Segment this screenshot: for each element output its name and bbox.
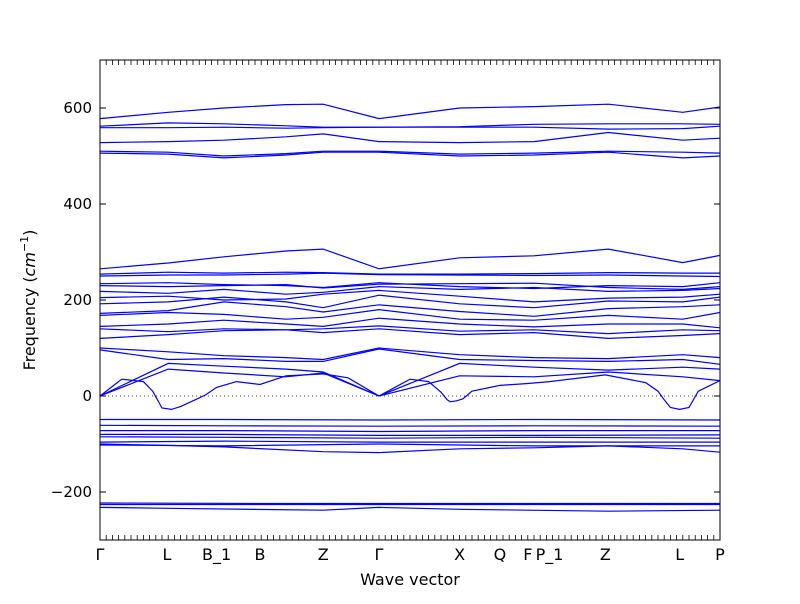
y-axis-label-main: Frequency ( bbox=[20, 276, 39, 370]
x-tick-label-0: Γ bbox=[96, 545, 105, 564]
plot-frame bbox=[99, 59, 721, 541]
x-tick-label-4: Z bbox=[318, 545, 329, 564]
band-line-3 bbox=[99, 131, 721, 144]
x-tick-label-7: Q bbox=[494, 545, 507, 564]
band-line-27 bbox=[100, 433, 721, 436]
x-tick-label-11: L bbox=[675, 545, 684, 564]
band-line-15 bbox=[99, 308, 721, 321]
x-tick-label-8: F bbox=[523, 545, 532, 564]
x-tick-label-2: B_1 bbox=[202, 545, 231, 565]
x-tick-label-9: P_1 bbox=[536, 545, 564, 565]
y-axis-label-close: ) bbox=[20, 230, 39, 236]
band-line-9 bbox=[99, 282, 721, 290]
band-line-10 bbox=[99, 282, 721, 291]
y-axis-label-unit: cm bbox=[20, 252, 39, 276]
band-line-7 bbox=[99, 271, 720, 275]
band-line-22 bbox=[99, 368, 721, 397]
band-line-6 bbox=[99, 248, 721, 270]
y-tick-label-1: 0 bbox=[82, 387, 92, 405]
x-axis-ticks: Γ L B_1 B Z Γ X Q F P_1 Z L P bbox=[96, 60, 725, 565]
band-line-0 bbox=[99, 103, 721, 120]
band-line-17 bbox=[99, 325, 721, 335]
band-line-26 bbox=[100, 430, 720, 433]
y-tick-label-4: 600 bbox=[63, 99, 92, 117]
band-line-24 bbox=[100, 418, 721, 421]
band-line-18 bbox=[99, 328, 721, 340]
x-tick-label-10: Z bbox=[600, 545, 611, 564]
band-line-14 bbox=[99, 301, 721, 317]
x-tick-label-12: P bbox=[715, 545, 725, 564]
band-line-5 bbox=[99, 151, 721, 159]
band-line-16 bbox=[99, 317, 721, 329]
band-line-8 bbox=[99, 272, 721, 278]
band-line-31 bbox=[99, 443, 720, 447]
band-line-25 bbox=[99, 424, 721, 427]
y-axis-label: Frequency (cm−1) bbox=[18, 230, 39, 371]
y-axis-label-exp: −1 bbox=[18, 236, 31, 252]
x-tick-label-1: L bbox=[162, 545, 171, 564]
y-axis-ticks: −200 0 200 400 600 bbox=[51, 99, 720, 501]
band-line-28 bbox=[99, 436, 721, 439]
band-line-23 bbox=[99, 373, 721, 411]
band-line-4 bbox=[99, 150, 721, 157]
band-line-32 bbox=[99, 502, 720, 505]
band-curves bbox=[99, 103, 721, 512]
band-line-34 bbox=[99, 506, 721, 512]
band-line-29 bbox=[99, 440, 720, 443]
y-tick-label-3: 400 bbox=[63, 195, 92, 213]
x-tick-label-3: B bbox=[254, 545, 265, 564]
band-line-19 bbox=[99, 347, 721, 361]
x-axis-label: Wave vector bbox=[360, 570, 460, 589]
x-tick-label-6: X bbox=[454, 545, 465, 564]
band-line-13 bbox=[99, 294, 721, 309]
band-line-1 bbox=[99, 122, 721, 128]
y-tick-label-2: 200 bbox=[63, 291, 92, 309]
y-tick-label-0: −200 bbox=[51, 483, 92, 501]
x-tick-label-5: Γ bbox=[375, 545, 384, 564]
band-line-2 bbox=[100, 125, 721, 130]
band-line-11 bbox=[99, 285, 721, 295]
band-line-20 bbox=[99, 348, 721, 365]
